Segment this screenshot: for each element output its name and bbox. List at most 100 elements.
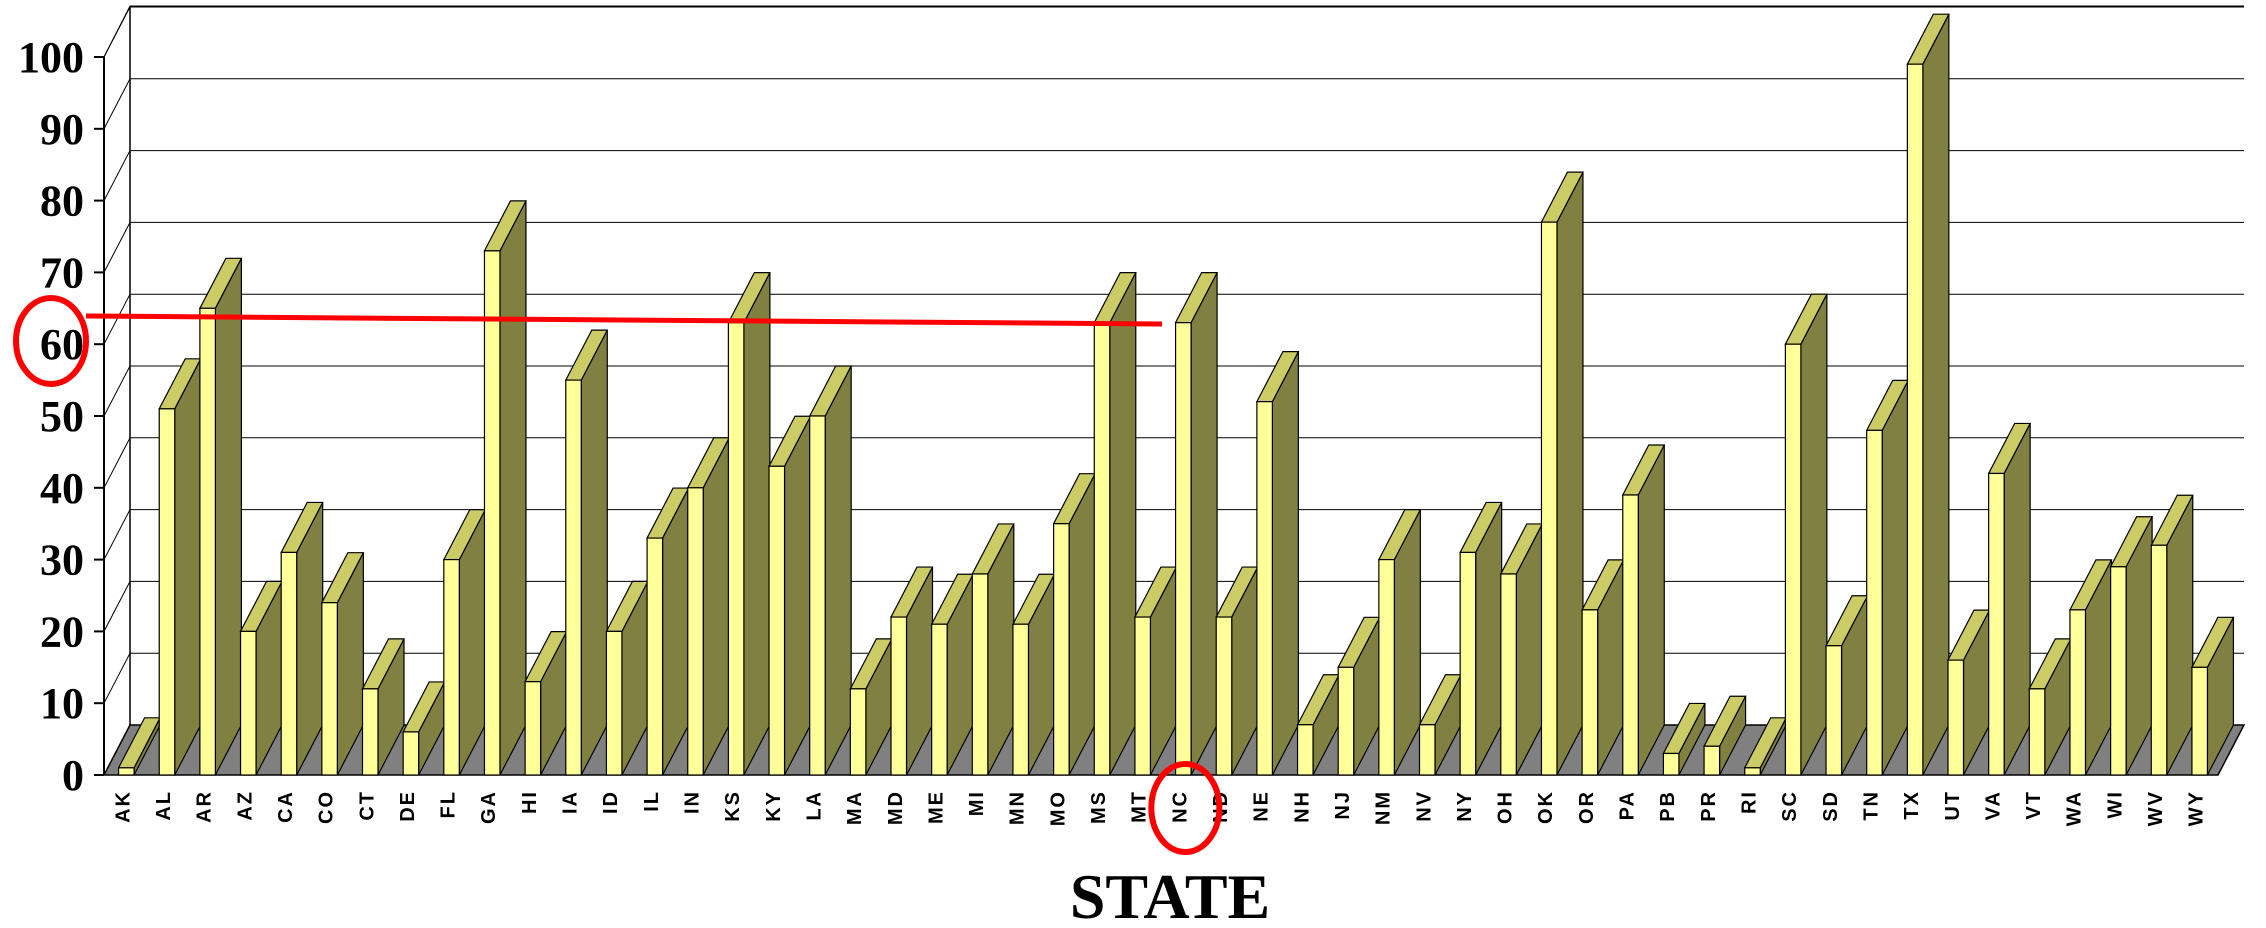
bar-va [1987,422,2032,776]
bar-front [1784,343,1802,776]
x-tick-label-ia: IA [560,790,582,814]
bar-front [1378,558,1395,776]
x-tick-label-az: AZ [234,790,256,821]
bar-front [646,537,664,776]
bar-me [930,573,975,776]
bar-front [1662,752,1680,776]
gridline-diagonal [103,581,131,632]
x-tick-label-tx: TX [1901,790,1923,820]
bar-side [2003,423,2031,776]
x-tick-label-ut: UT [1942,790,1964,821]
bar-side [214,258,242,776]
bar-ky [768,415,812,776]
bar-sc [1784,293,1828,776]
x-tick-label-ks: KS [722,790,744,822]
bar-front [2069,609,2087,776]
reference-line [85,313,1163,327]
x-tick-label-wi: WI [2104,790,2126,818]
bar-side [580,329,608,776]
x-tick-label-mi: MI [966,790,988,816]
bar-front [2028,688,2046,776]
x-tick-label-ma: MA [844,790,866,825]
highlight-circle-y-tick [13,295,89,387]
x-tick-label-me: ME [925,790,947,824]
gridline-diagonal [103,293,131,345]
bar-front [768,465,786,776]
bar-sd [1825,595,1869,776]
gridline-diagonal [103,78,131,130]
bar-front [1418,724,1436,776]
bar-front [1622,494,1639,776]
bar-md [890,566,934,776]
bar-mn [1011,573,1056,776]
bar-pa [1621,444,1666,776]
x-tick-label-pb: PB [1657,790,1679,822]
bar-front [1337,666,1355,776]
bar-side [824,365,852,776]
bar-side [1922,13,1950,776]
bar-mt [1133,566,1178,776]
x-tick-label-wa: WA [2064,790,2086,826]
bar-ne [1255,351,1300,776]
bar-front [890,616,908,776]
x-tick-label-md: MD [885,790,907,825]
bar-side [1637,444,1665,776]
x-tick-label-nv: NV [1413,790,1435,822]
bar-tn [1865,379,1910,776]
y-tick-label: 50 [40,392,84,441]
gridline-diagonal [103,652,131,704]
bar-front [1459,551,1477,776]
y-tick-label: 60 [40,320,84,369]
bar-or [1581,559,1625,776]
x-tick-label-la: LA [803,790,825,821]
x-tick-label-ar: AR [194,790,216,823]
bar-ok [1540,171,1584,776]
y-tick-label: 70 [40,248,84,297]
gridline-diagonal [103,724,131,776]
bar-fl [442,509,487,776]
x-tick-label-pa: PA [1617,790,1639,820]
bar-side [1271,351,1299,776]
bar-front [1500,573,1517,776]
bar-ny [1459,501,1503,776]
x-tick-label-pr: PR [1698,790,1720,822]
y-tick-label: 100 [18,33,84,82]
bar-ut [1947,609,1991,776]
bar-front [1703,745,1721,776]
bar-al [158,358,202,776]
bar-front [1744,767,1761,776]
y-axis-ticks: 0 10 20 30 40 50 60 70 80 90 100 [18,33,84,800]
x-tick-label-vt: VT [2023,790,2045,820]
x-tick-label-va: VA [1982,790,2004,820]
bar-tx [1906,13,1950,776]
bar-mo [1052,473,1097,776]
bar-side [743,272,771,776]
bar-front [483,250,501,776]
bar-front [1053,523,1070,776]
x-tick-label-ct: CT [356,790,378,821]
bar-front [2110,566,2127,776]
bar-oh [1499,523,1544,776]
bar-ct [361,638,405,776]
x-tick-label-sc: SC [1779,790,1801,822]
bar-front [687,487,704,776]
bar-front [565,379,582,776]
bar-front [1093,322,1111,776]
x-tick-label-id: ID [600,790,622,814]
x-tick-label-oh: OH [1495,790,1517,824]
x-axis-ticks: AK AL AR AZ CA CO CT DE FL GA HI IA ID IL IN KS KY LA MA MD… [112,790,2207,826]
bar-wi [2109,516,2154,776]
bar-ia [564,329,609,776]
bar-la [808,365,853,776]
x-tick-label-ri: RI [1738,790,1760,814]
x-tick-label-fl: FL [438,790,460,818]
gridline-diagonal [103,150,131,201]
bar-ga [483,200,527,776]
bar-wy [2190,616,2235,776]
x-tick-label-wv: WV [2145,790,2167,826]
gridline-diagonal [103,509,131,560]
x-tick-label-nh: NH [1291,790,1313,823]
bar-front [605,630,623,776]
